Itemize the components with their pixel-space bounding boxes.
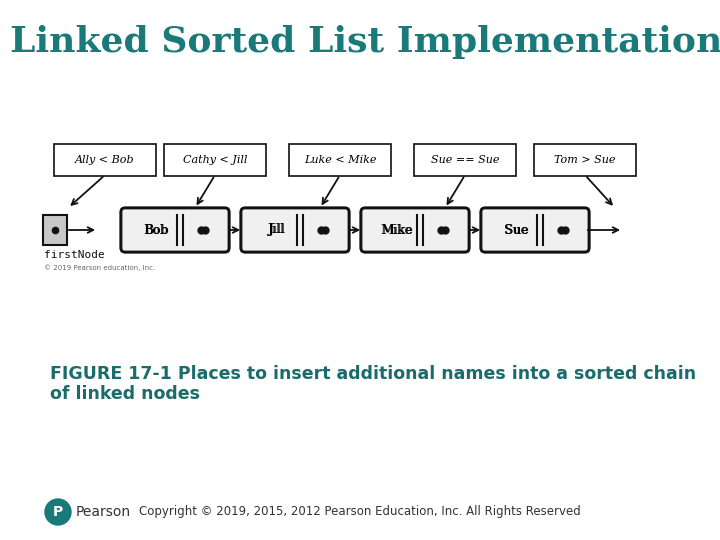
Text: firstNode: firstNode bbox=[44, 250, 104, 260]
Text: Luke < Mike: Luke < Mike bbox=[304, 155, 377, 165]
FancyBboxPatch shape bbox=[289, 144, 391, 176]
Circle shape bbox=[45, 499, 71, 525]
Text: Sue: Sue bbox=[504, 224, 528, 237]
FancyBboxPatch shape bbox=[481, 208, 589, 252]
Text: Tom > Sue: Tom > Sue bbox=[554, 155, 616, 165]
Text: Sue: Sue bbox=[505, 224, 529, 237]
Text: Jill: Jill bbox=[268, 224, 284, 237]
FancyBboxPatch shape bbox=[164, 144, 266, 176]
Text: Linked Sorted List Implementation: Linked Sorted List Implementation bbox=[10, 25, 720, 59]
Text: Pearson: Pearson bbox=[76, 505, 131, 519]
FancyBboxPatch shape bbox=[54, 144, 156, 176]
FancyBboxPatch shape bbox=[481, 208, 589, 252]
Text: FIGURE 17-1 Places to insert additional names into a sorted chain: FIGURE 17-1 Places to insert additional … bbox=[50, 365, 696, 383]
Text: Copyright © 2019, 2015, 2012 Pearson Education, Inc. All Rights Reserved: Copyright © 2019, 2015, 2012 Pearson Edu… bbox=[139, 505, 581, 518]
Text: Mike: Mike bbox=[381, 224, 413, 237]
Text: Bob: Bob bbox=[145, 224, 169, 237]
Text: © 2019 Pearson education, Inc.: © 2019 Pearson education, Inc. bbox=[44, 264, 156, 271]
Text: Ally < Bob: Ally < Bob bbox=[75, 155, 135, 165]
FancyBboxPatch shape bbox=[43, 215, 67, 245]
Text: P: P bbox=[53, 505, 63, 519]
FancyBboxPatch shape bbox=[121, 208, 229, 252]
Text: of linked nodes: of linked nodes bbox=[50, 385, 200, 403]
Text: Mike: Mike bbox=[380, 224, 412, 237]
Text: Sue == Sue: Sue == Sue bbox=[431, 155, 499, 165]
FancyBboxPatch shape bbox=[241, 208, 349, 252]
FancyBboxPatch shape bbox=[241, 208, 349, 252]
FancyBboxPatch shape bbox=[361, 208, 469, 252]
FancyBboxPatch shape bbox=[534, 144, 636, 176]
FancyBboxPatch shape bbox=[361, 208, 469, 252]
Text: Bob: Bob bbox=[143, 224, 168, 237]
Text: Cathy < Jill: Cathy < Jill bbox=[183, 155, 247, 165]
FancyBboxPatch shape bbox=[121, 208, 229, 252]
Text: Jill: Jill bbox=[269, 224, 286, 237]
FancyBboxPatch shape bbox=[414, 144, 516, 176]
